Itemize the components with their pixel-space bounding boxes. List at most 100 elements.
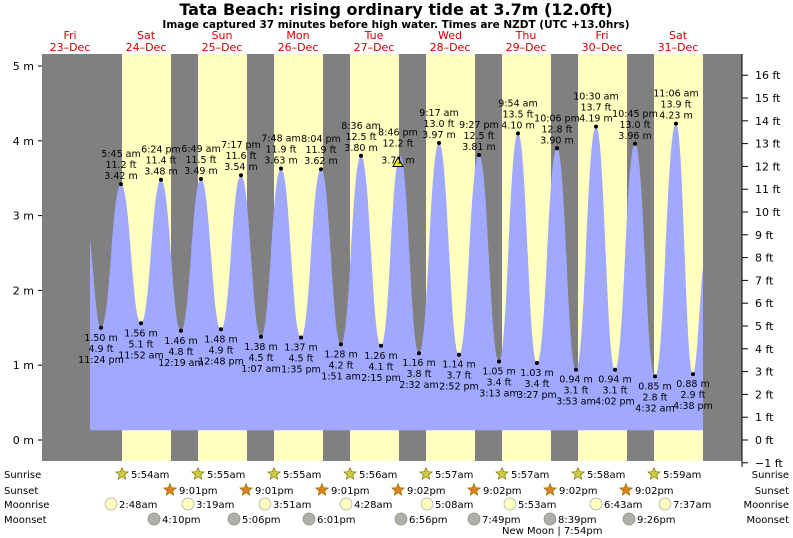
moonrise-time: 5:53am (518, 500, 556, 511)
moonrise-time: 3:19am (196, 500, 234, 511)
high-m: 3.63 m (264, 155, 297, 166)
right-tick-label: 9 ft (755, 229, 774, 242)
moonrise-icon (104, 497, 118, 511)
high-time: 11:06 am (653, 89, 698, 100)
right-tick-label: 11 ft (755, 183, 781, 196)
high-ft: 11.9 ft (305, 145, 336, 156)
sunrise-icon (419, 466, 433, 480)
moonset-icon (467, 512, 481, 526)
sunrise-icon (267, 466, 281, 480)
sunrise-time: 5:55am (283, 470, 321, 481)
moonrise-time: 3:51am (273, 500, 311, 511)
high-time: 8:04 pm (301, 134, 341, 145)
moonset-time: 7:49pm (482, 515, 521, 526)
high-m: 3.97 m (422, 130, 455, 141)
tide-point (674, 121, 678, 126)
day-name: Thu (515, 29, 537, 42)
tide-point (99, 325, 103, 330)
tide-point (653, 374, 657, 379)
low-m: 0.94 m (559, 375, 592, 386)
sunrise-time: 5:57am (435, 470, 473, 481)
tide-point (555, 146, 559, 151)
tide-point (299, 335, 303, 340)
low-m: 1.56 m (124, 328, 157, 339)
moonrise-time: 6:43am (604, 500, 642, 511)
low-ft: 4.9 ft (88, 344, 113, 355)
right-tick-label: 16 ft (755, 69, 781, 82)
low-time: 1:51 am (321, 371, 360, 382)
low-ft: 4.5 ft (248, 353, 273, 364)
right-tick-label: 4 ft (755, 343, 774, 356)
day-date: 29–Dec (506, 41, 547, 54)
day-name: Sun (212, 29, 233, 42)
low-time: 2:32 am (399, 380, 438, 391)
moonrise-icon (658, 497, 672, 511)
tide-point (339, 342, 343, 347)
low-m: 1.46 m (164, 336, 197, 347)
tide-point (691, 372, 695, 377)
moonrise-icon (420, 497, 434, 511)
high-time: 5:45 am (101, 149, 140, 160)
left-tick-label: 5 m (13, 60, 34, 73)
day-name: Wed (438, 29, 462, 42)
moonrise-icon (258, 497, 272, 511)
left-tick-label: 0 m (13, 434, 34, 447)
low-time: 3:53 am (556, 397, 595, 408)
tide-point (437, 141, 441, 146)
high-ft: 11.4 ft (145, 156, 176, 167)
sunrise-icon (115, 466, 129, 480)
high-time: 9:27 pm (459, 120, 499, 131)
low-ft: 4.2 ft (328, 360, 353, 371)
tide-point (239, 173, 243, 178)
moonset-icon (147, 512, 161, 526)
row-label-right: Moonset (747, 515, 790, 526)
day-date: 25–Dec (202, 41, 243, 54)
moonset-icon (302, 512, 316, 526)
low-ft: 3.8 ft (406, 369, 431, 380)
low-time: 11:52 am (118, 350, 163, 361)
right-tick-label: 3 ft (755, 366, 774, 379)
low-ft: 3.7 ft (446, 371, 471, 382)
moonset-icon (394, 512, 408, 526)
row-label-left: Moonset (4, 515, 47, 526)
high-ft: 13.0 ft (423, 119, 454, 130)
low-ft: 4.8 ft (168, 347, 193, 358)
right-tick-label: 10 ft (755, 206, 781, 219)
sunrise-icon (647, 466, 661, 480)
moonrise-time: 2:48am (119, 500, 157, 511)
high-time: 8:36 am (341, 121, 380, 132)
tide-point (279, 166, 283, 171)
low-m: 1.05 m (482, 366, 515, 377)
low-time: 12:19 am (158, 358, 203, 369)
sunrise-time: 5:57am (511, 470, 549, 481)
left-tick-label: 4 m (13, 135, 34, 148)
low-m: 1.48 m (204, 334, 237, 345)
low-ft: 3.4 ft (486, 377, 511, 388)
tide-point (417, 351, 421, 356)
high-m: 3.81 m (462, 142, 495, 153)
moonset-time: 9:26pm (637, 515, 676, 526)
high-time: 10:30 am (573, 92, 618, 103)
sunrise-icon (343, 466, 357, 480)
sunrise-icon (191, 466, 205, 480)
low-time: 4:02 pm (595, 397, 635, 408)
high-m: 3.62 m (304, 156, 337, 167)
moonset-time: 6:01pm (317, 515, 356, 526)
high-ft: 11.2 ft (105, 160, 136, 171)
sunrise-icon (495, 466, 509, 480)
current-time: 8:46 pm (378, 127, 418, 138)
row-label-right: Sunset (755, 486, 789, 497)
moonrise-icon (339, 497, 353, 511)
tide-point (159, 177, 163, 182)
high-time: 9:17 am (419, 108, 458, 119)
right-tick-label: 7 ft (755, 274, 774, 287)
sunset-time: 9:02pm (635, 486, 674, 497)
high-time: 7:17 pm (221, 140, 261, 151)
current-m: 3.71 m (381, 155, 414, 166)
tide-point (457, 352, 461, 357)
high-m: 4.10 m (501, 120, 534, 131)
tide-point (535, 360, 539, 365)
low-m: 1.38 m (244, 342, 277, 353)
high-time: 10:06 pm (534, 113, 580, 124)
